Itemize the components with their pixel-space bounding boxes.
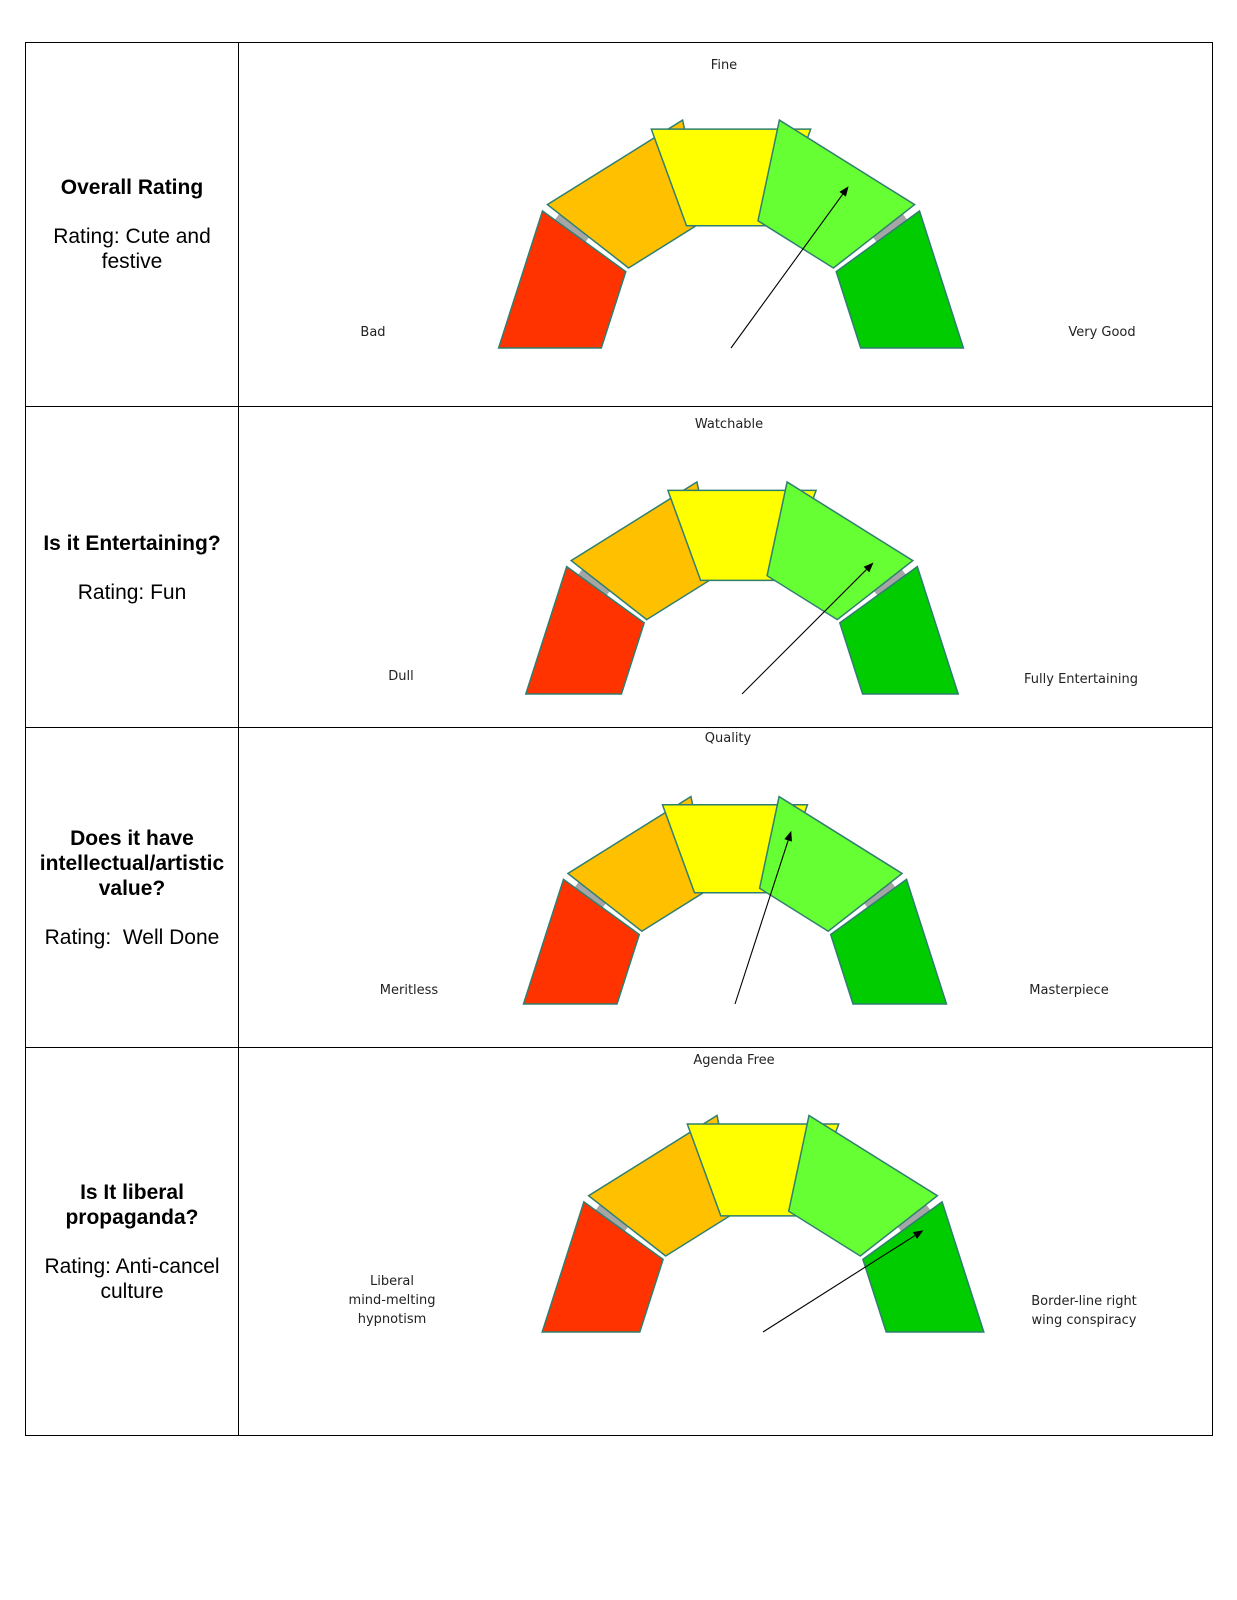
criterion-cell: Is it Entertaining? Rating: Fun xyxy=(25,407,239,728)
rating-row-intellectual: Does it have intellectual/artistic value… xyxy=(25,728,1213,1048)
gauge-right-label: Fully Entertaining xyxy=(1024,672,1138,687)
gauge-segment-green xyxy=(862,1200,985,1333)
gauge-segment-green xyxy=(835,209,965,349)
gauge-cell: Fine Bad Very Good xyxy=(239,42,1213,407)
gauge-needle xyxy=(734,840,789,1005)
gauge-needle-head xyxy=(784,830,792,842)
criterion-cell: Is It liberal propaganda? Rating: Anti-c… xyxy=(25,1048,239,1436)
criterion-rating: Rating: Anti-cancel culture xyxy=(44,1255,226,1303)
gauge-meter xyxy=(541,1114,985,1333)
criterion-rating: Rating: Cute and festive xyxy=(53,225,211,273)
gauge-segment-red xyxy=(497,209,627,349)
gauge-right-label: Masterpiece xyxy=(1029,983,1109,998)
gauge-cell: Agenda Free Liberal mind-melting hypnoti… xyxy=(239,1048,1213,1436)
gauge-top-label: Agenda Free xyxy=(693,1053,775,1068)
criterion-question: Does it have intellectual/artistic value… xyxy=(39,827,225,900)
rating-row-overall: Overall Rating Rating: Cute and festive … xyxy=(25,42,1213,407)
rating-sheet: Overall Rating Rating: Cute and festive … xyxy=(25,42,1213,1436)
gauge-top-label: Watchable xyxy=(694,417,764,432)
column-divider xyxy=(238,42,239,1436)
rating-row-entertaining: Is it Entertaining? Rating: Fun Watchabl… xyxy=(25,407,1213,728)
criterion-question: Is It liberal propaganda? xyxy=(65,1181,199,1229)
gauge-meter xyxy=(497,118,965,349)
gauge-segment-lightgreen xyxy=(758,795,904,933)
gauge-segment-lightgreen xyxy=(787,1114,939,1257)
gauge-segment-red xyxy=(541,1200,664,1333)
criterion-rating: Rating: Well Done xyxy=(44,926,220,949)
gauge-top-label: Fine xyxy=(710,58,738,73)
gauge-needle xyxy=(741,569,867,695)
gauge-segment-red xyxy=(522,878,641,1005)
gauge-needle xyxy=(762,1235,916,1333)
gauge-needle xyxy=(730,193,844,349)
criterion-cell: Does it have intellectual/artistic value… xyxy=(25,728,239,1048)
rating-row-propaganda: Is It liberal propaganda? Rating: Anti-c… xyxy=(25,1048,1213,1436)
criterion-question: Is it Entertaining? xyxy=(43,531,221,555)
gauge-left-label: Bad xyxy=(360,325,386,340)
gauge-cell: Quality Meritless Masterpiece xyxy=(239,728,1213,1048)
gauge-right-label: Border-line right wing conspiracy xyxy=(1031,1294,1137,1328)
gauge-needle-head xyxy=(912,1230,924,1239)
gauge-left-label: Meritless xyxy=(379,983,439,998)
gauge-left-label: Dull xyxy=(388,669,414,684)
gauge-segment-lightgreen xyxy=(766,480,915,621)
gauge-meter xyxy=(522,795,948,1005)
gauge-top-label: Quality xyxy=(704,731,752,746)
gauge-needle-head xyxy=(839,186,849,197)
gauge-segment-lightgreen xyxy=(757,118,916,269)
gauge-segment-green xyxy=(829,878,948,1005)
gauge-needle-head xyxy=(863,562,874,573)
criterion-cell: Overall Rating Rating: Cute and festive xyxy=(25,42,239,407)
gauge-right-label: Very Good xyxy=(1068,325,1136,340)
criterion-rating: Rating: Fun xyxy=(77,580,187,604)
gauge-cell: Watchable Dull Fully Entertaining xyxy=(239,407,1213,728)
gauge-left-label: Liberal mind-melting hypnotism xyxy=(348,1274,436,1327)
criterion-question: Overall Rating xyxy=(60,176,204,199)
gauge-segment-green xyxy=(838,565,960,695)
gauge-segment-red xyxy=(524,565,646,695)
gauge-meter xyxy=(524,480,960,695)
